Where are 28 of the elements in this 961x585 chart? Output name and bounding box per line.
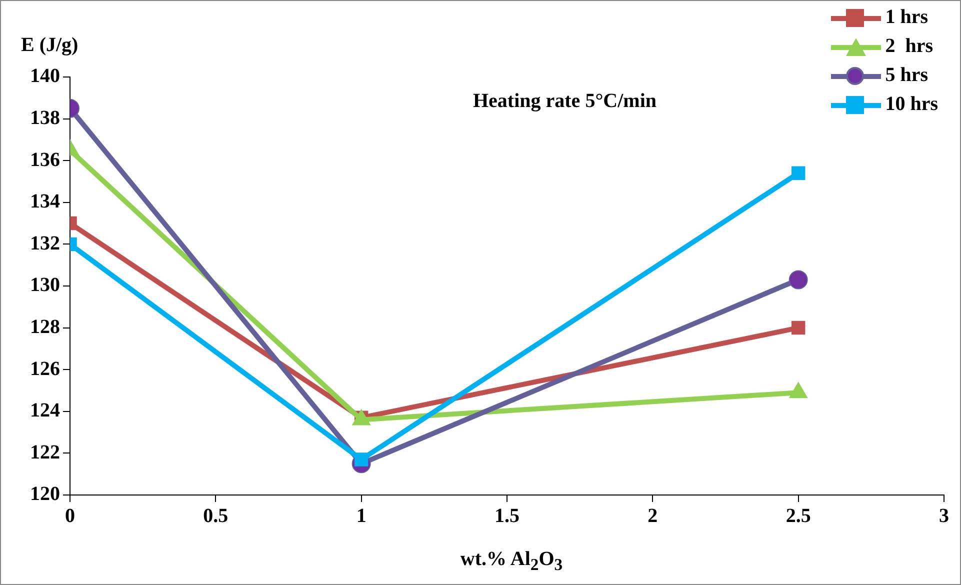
- legend-label: 1 hrs: [885, 6, 928, 29]
- legend-label: 10 hrs: [885, 93, 938, 116]
- point: [788, 270, 808, 290]
- legend-label: 5 hrs: [885, 64, 928, 87]
- y-tick-label: 138: [30, 106, 60, 129]
- x-tick-label: 1.5: [494, 505, 520, 528]
- y-axis-title: E (J/g): [21, 34, 78, 57]
- y-tick-label: 120: [30, 483, 60, 506]
- x-tick-label: 0: [65, 505, 75, 528]
- y-tick-label: 130: [30, 274, 60, 296]
- y-tick-label: 134: [30, 190, 60, 213]
- y-tick-label: 124: [30, 400, 60, 422]
- x-axis-title: wt.% Al$_{2}$O$_{3}$: [459, 548, 564, 575]
- x-tick-label: 0.5: [203, 505, 228, 528]
- annotation: Heating rate 5°C/min: [473, 90, 657, 113]
- legend-label: 2 hrs: [885, 35, 933, 58]
- y-tick-label: 128: [30, 316, 60, 338]
- point: [791, 320, 806, 335]
- y-tick-label: 122: [30, 441, 60, 464]
- y-tick-label: 140: [30, 65, 60, 88]
- y-tick-label: 136: [30, 148, 60, 171]
- x-tick-label: 3: [939, 505, 949, 528]
- y-tick-label: 126: [30, 358, 60, 380]
- x-tick-label: 2.5: [786, 505, 811, 528]
- y-tick-label: 132: [30, 232, 60, 254]
- x-tick-label: 1: [356, 505, 366, 528]
- point: [791, 166, 806, 180]
- x-tick-label: 2: [648, 505, 658, 528]
